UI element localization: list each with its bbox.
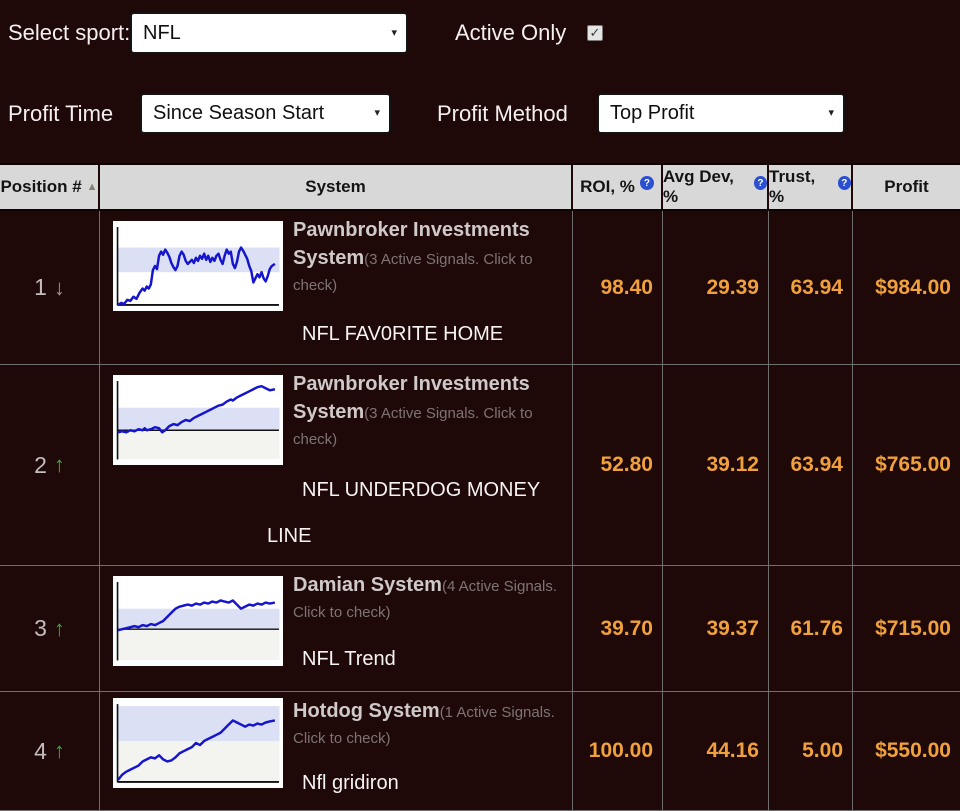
dropdown-caret-icon: ▾ bbox=[391, 26, 397, 39]
sparkline-chart[interactable] bbox=[113, 698, 283, 788]
active-signals-note[interactable]: (4 Active Signals. Click to check) bbox=[293, 578, 558, 621]
column-header-profit[interactable]: Profit bbox=[853, 165, 960, 209]
profit-time-label: Profit Time bbox=[8, 101, 114, 126]
column-header-profit-label: Profit bbox=[884, 177, 929, 196]
select-sport-label: Select sport: bbox=[8, 20, 131, 45]
dropdown-caret-icon: ▾ bbox=[828, 107, 834, 119]
position-number: 1 bbox=[34, 274, 47, 300]
sparkline-chart[interactable] bbox=[113, 375, 283, 465]
system-subtitle: NFL Trend bbox=[302, 648, 396, 670]
profit-method-select-value: Top Profit bbox=[610, 102, 695, 124]
position-number: 2 bbox=[34, 451, 47, 478]
up-arrow-icon: ↑ bbox=[53, 615, 65, 641]
avg-dev-value: 39.37 bbox=[663, 566, 769, 691]
table-row: 4 ↑ Hotdog System(1 Active Signals. Clic… bbox=[0, 692, 960, 811]
avg-dev-value: 29.39 bbox=[663, 211, 769, 364]
systems-table: Position # ▲ System ROI, % ? Avg Dev, % … bbox=[0, 163, 960, 811]
position-number: 4 bbox=[34, 737, 47, 764]
column-header-trust-label: Trust, % bbox=[769, 167, 816, 206]
profit-value: $765.00 bbox=[875, 453, 951, 476]
help-icon[interactable]: ? bbox=[753, 176, 767, 190]
down-arrow-icon: ↓ bbox=[53, 274, 65, 300]
system-cell: Hotdog System(1 Active Signals. Click to… bbox=[100, 692, 573, 810]
system-subtitle: Nfl gridiron bbox=[302, 772, 399, 794]
column-header-roi[interactable]: ROI, % ? bbox=[573, 165, 663, 209]
avg-dev-value: 39.12 bbox=[663, 365, 769, 565]
help-icon[interactable]: ? bbox=[837, 176, 851, 190]
column-header-position[interactable]: Position # ▲ bbox=[0, 165, 100, 209]
column-header-avg-dev-label: Avg Dev, % bbox=[663, 167, 734, 206]
sort-asc-icon: ▲ bbox=[86, 181, 98, 193]
active-signals-note[interactable]: (3 Active Signals. Click to check) bbox=[293, 405, 533, 448]
roi-value: 52.80 bbox=[573, 365, 663, 565]
table-row: 1 ↓ Pawnbroker Investments System(3 Acti… bbox=[0, 211, 960, 365]
position-cell: 1 ↓ bbox=[0, 211, 100, 364]
active-signals-note[interactable]: (1 Active Signals. Click to check) bbox=[293, 704, 555, 747]
system-cell: Damian System(4 Active Signals. Click to… bbox=[100, 566, 573, 691]
system-name-link[interactable]: Hotdog System bbox=[293, 700, 440, 722]
profit-method-select[interactable]: Top Profit ▾ bbox=[597, 93, 845, 134]
system-cell: Pawnbroker Investments System(3 Active S… bbox=[100, 211, 573, 364]
table-row: 3 ↑ Damian System(4 Active Signals. Clic… bbox=[0, 566, 960, 692]
profit-value: $984.00 bbox=[875, 275, 951, 299]
profit-value: $715.00 bbox=[875, 616, 951, 640]
table-header-row: Position # ▲ System ROI, % ? Avg Dev, % … bbox=[0, 163, 960, 211]
trust-value: 63.94 bbox=[769, 211, 853, 364]
position-cell: 3 ↑ bbox=[0, 566, 100, 691]
profit-value: $550.00 bbox=[875, 739, 951, 762]
help-icon[interactable]: ? bbox=[639, 176, 654, 190]
system-name-link[interactable]: Damian System bbox=[293, 574, 442, 596]
column-header-roi-label: ROI, % bbox=[580, 177, 635, 196]
position-number: 3 bbox=[34, 615, 47, 641]
position-cell: 4 ↑ bbox=[0, 692, 100, 810]
trust-value: 61.76 bbox=[769, 566, 853, 691]
active-only-label: Active Only bbox=[455, 20, 567, 45]
up-arrow-icon: ↑ bbox=[53, 452, 65, 477]
active-only-checkbox[interactable]: ✓ bbox=[587, 25, 603, 41]
sport-select-value: NFL bbox=[143, 21, 181, 44]
sparkline-chart[interactable] bbox=[113, 221, 283, 311]
trust-value: 63.94 bbox=[769, 365, 853, 565]
column-header-trust[interactable]: Trust, % ? bbox=[769, 165, 853, 209]
profit-method-label: Profit Method bbox=[437, 101, 568, 126]
sport-select[interactable]: NFL ▾ bbox=[130, 12, 408, 54]
position-cell: 2 ↑ bbox=[0, 365, 100, 565]
system-name-link[interactable]: Pawnbroker Investments System bbox=[293, 373, 530, 423]
column-header-avg-dev[interactable]: Avg Dev, % ? bbox=[663, 165, 769, 209]
roi-value: 100.00 bbox=[573, 692, 663, 810]
table-body: 1 ↓ Pawnbroker Investments System(3 Acti… bbox=[0, 211, 960, 811]
column-header-position-label: Position # bbox=[0, 177, 82, 196]
column-header-system[interactable]: System bbox=[100, 165, 573, 209]
dropdown-caret-icon: ▾ bbox=[374, 107, 380, 119]
up-arrow-icon: ↑ bbox=[53, 738, 65, 763]
column-header-system-label: System bbox=[305, 177, 366, 196]
profit-time-select-value: Since Season Start bbox=[153, 102, 325, 124]
system-name-link[interactable]: Pawnbroker Investments System bbox=[293, 219, 530, 269]
system-subtitle: NFL UNDERDOG MONEY LINE bbox=[267, 479, 541, 547]
active-signals-note[interactable]: (3 Active Signals. Click to check) bbox=[293, 251, 533, 294]
avg-dev-value: 44.16 bbox=[663, 692, 769, 810]
roi-value: 39.70 bbox=[573, 566, 663, 691]
system-subtitle: NFL FAV0RITE HOME bbox=[302, 323, 504, 345]
sparkline-chart[interactable] bbox=[113, 576, 283, 666]
profit-time-select[interactable]: Since Season Start ▾ bbox=[140, 93, 391, 134]
trust-value: 5.00 bbox=[769, 692, 853, 810]
system-cell: Pawnbroker Investments System(3 Active S… bbox=[100, 365, 573, 565]
roi-value: 98.40 bbox=[573, 211, 663, 364]
table-row: 2 ↑ Pawnbroker Investments System(3 Acti… bbox=[0, 365, 960, 566]
